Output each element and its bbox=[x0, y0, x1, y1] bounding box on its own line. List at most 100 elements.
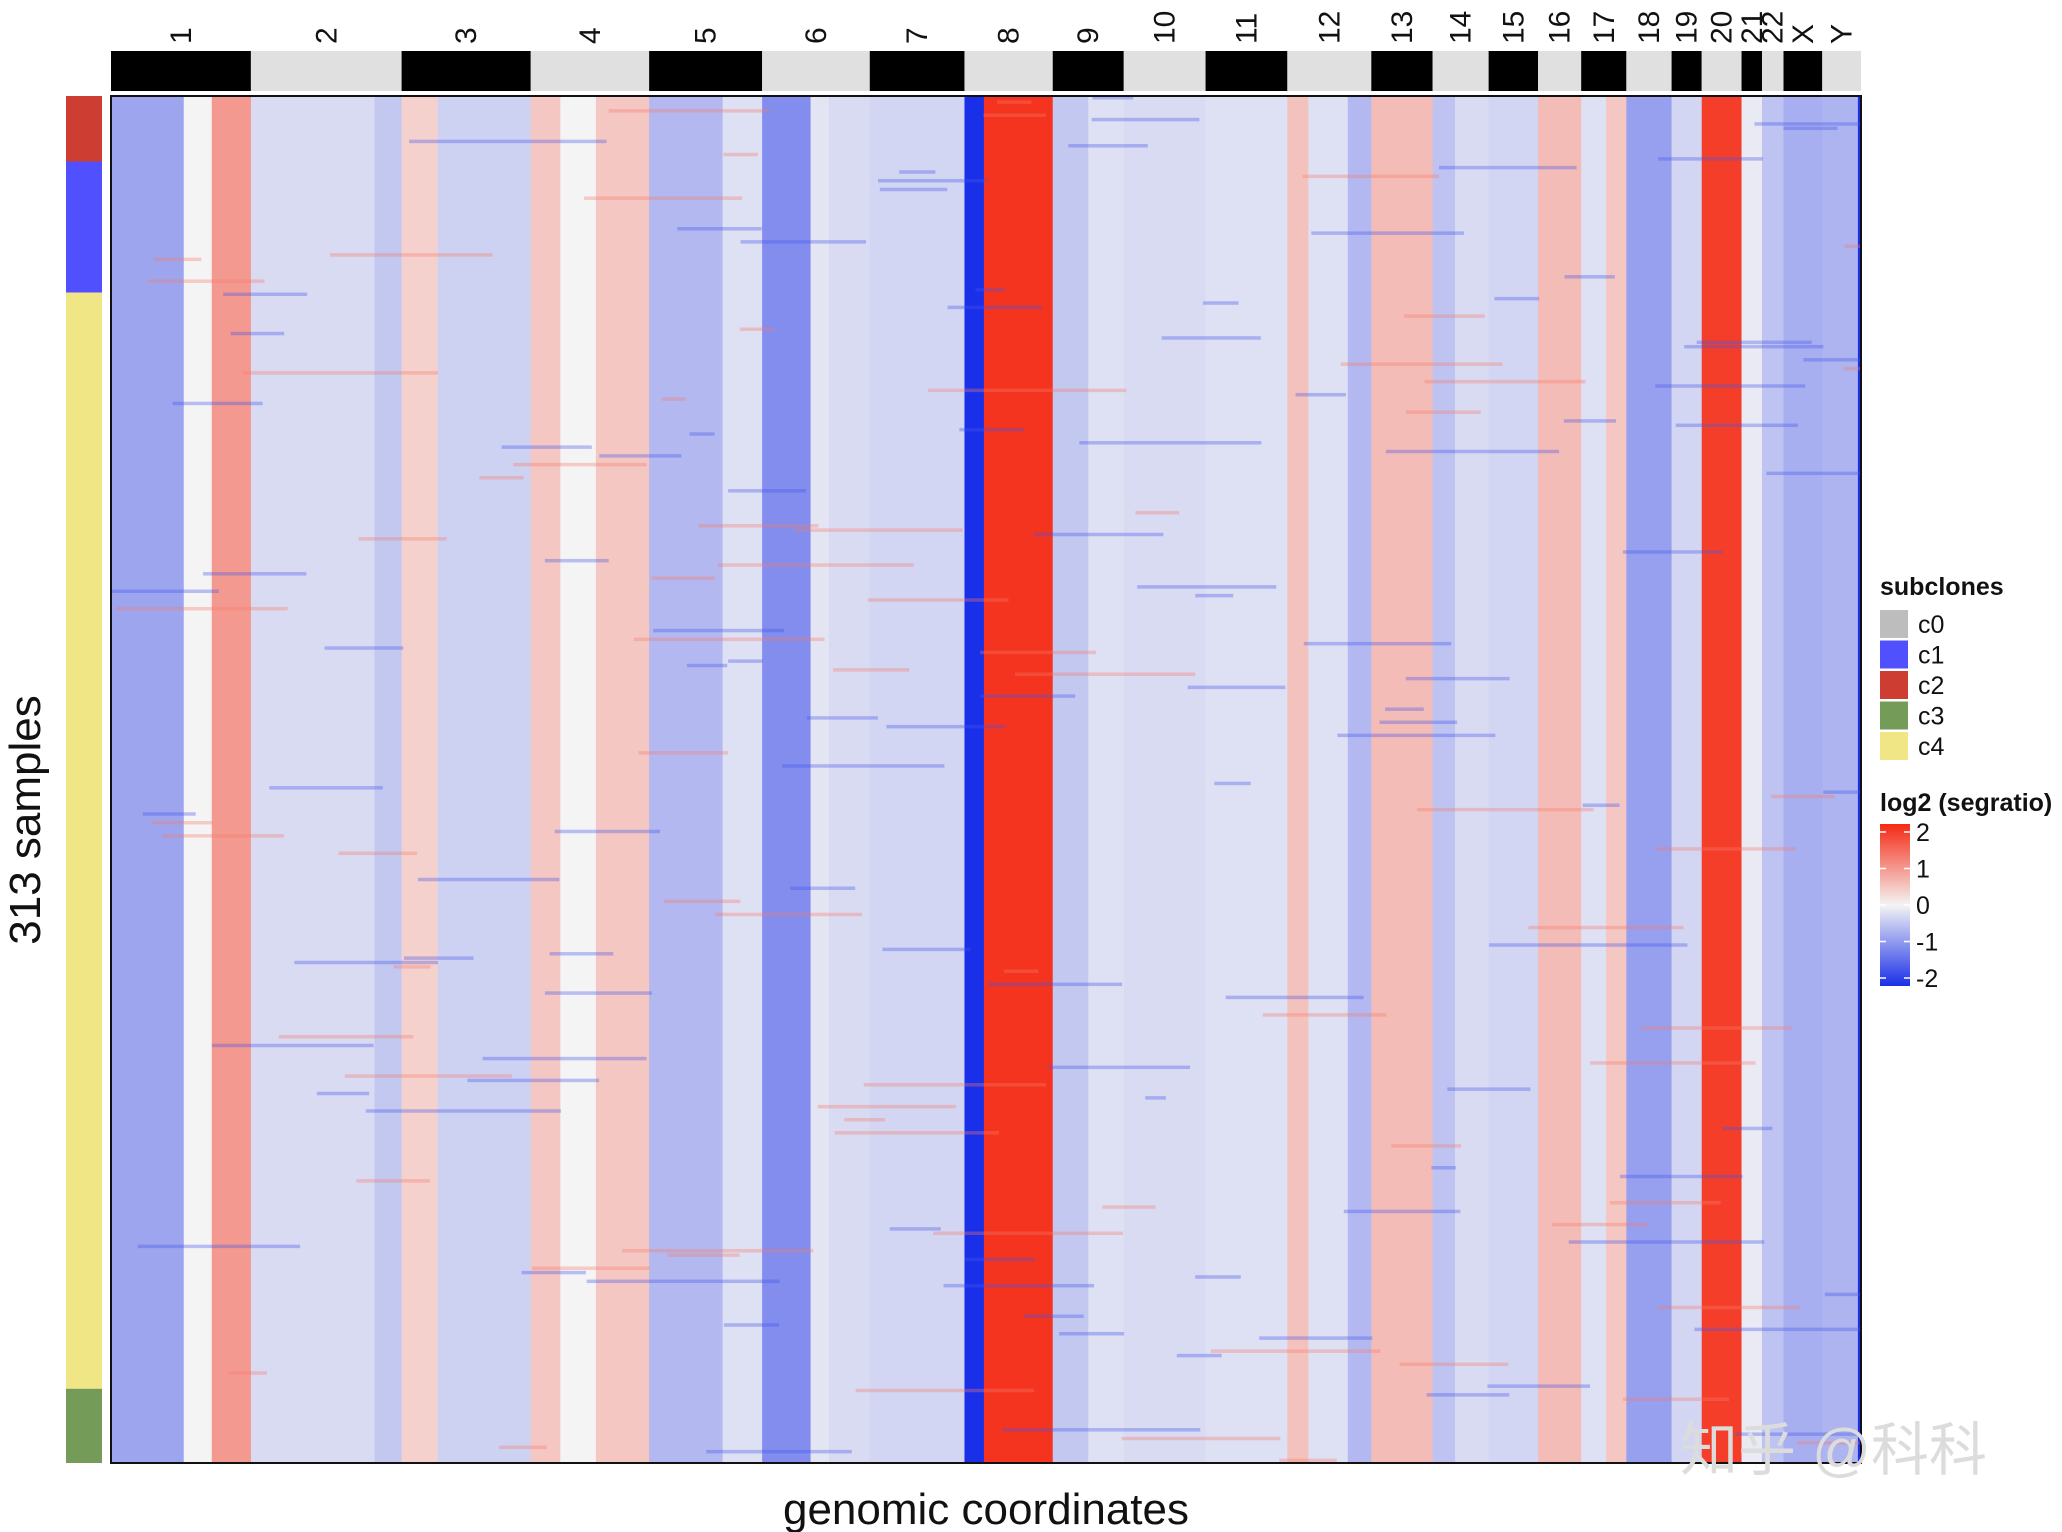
chromosome-block-15 bbox=[1488, 51, 1539, 91]
row-texture bbox=[832, 668, 910, 672]
row-texture bbox=[834, 1131, 1000, 1135]
band-chr6 bbox=[828, 96, 871, 1463]
row-texture bbox=[358, 537, 447, 541]
row-texture bbox=[1302, 174, 1440, 179]
band-chr9 bbox=[1088, 96, 1125, 1463]
row-texture bbox=[1431, 1166, 1456, 1170]
row-texture bbox=[409, 139, 607, 144]
band-chrX bbox=[1783, 96, 1823, 1463]
subclone-label-c1: c1 bbox=[1918, 642, 1944, 670]
chromosome-label-14: 14 bbox=[1445, 11, 1478, 44]
row-texture bbox=[554, 829, 661, 834]
row-texture bbox=[782, 764, 945, 768]
chromosome-label-10: 10 bbox=[1149, 11, 1182, 44]
row-texture bbox=[1563, 419, 1617, 423]
row-texture bbox=[1824, 1292, 1861, 1297]
row-texture bbox=[1766, 471, 1861, 476]
row-texture bbox=[1385, 707, 1424, 711]
band-chr15 bbox=[1488, 96, 1539, 1463]
row-texture bbox=[1754, 122, 1861, 126]
row-texture bbox=[513, 462, 647, 467]
row-texture bbox=[717, 563, 914, 567]
band-chr11 bbox=[1205, 96, 1288, 1463]
row-texture bbox=[316, 1091, 370, 1096]
row-texture bbox=[1424, 379, 1586, 384]
row-texture bbox=[1843, 366, 1861, 371]
subclone-segment-c1 bbox=[66, 161, 102, 293]
chromosome-label-Y: Y bbox=[1826, 24, 1859, 44]
row-texture bbox=[844, 1117, 886, 1122]
chromosome-block-5 bbox=[649, 51, 763, 91]
row-texture bbox=[975, 288, 1005, 292]
row-texture bbox=[889, 1227, 941, 1231]
chromosome-label-15: 15 bbox=[1497, 11, 1530, 44]
row-texture bbox=[1803, 358, 1861, 362]
row-texture bbox=[1161, 336, 1261, 340]
row-texture bbox=[715, 912, 862, 917]
row-texture bbox=[790, 886, 856, 890]
row-texture bbox=[608, 109, 770, 113]
band-chr4 bbox=[560, 96, 597, 1463]
band-chr19 bbox=[1671, 96, 1703, 1463]
band-chr12 bbox=[1347, 96, 1372, 1463]
chromosome-label-21: 21 bbox=[1736, 11, 1769, 44]
y-axis-title: 313 samples bbox=[1, 695, 50, 944]
band-chr3 bbox=[401, 96, 439, 1463]
row-texture bbox=[1582, 803, 1620, 808]
row-texture bbox=[1675, 423, 1799, 428]
row-texture bbox=[1657, 1305, 1801, 1310]
row-texture bbox=[1385, 449, 1560, 454]
chromosome-label-3: 3 bbox=[450, 27, 483, 44]
row-texture bbox=[1439, 165, 1577, 170]
subclone-track bbox=[66, 96, 102, 1463]
band-chr22 bbox=[1761, 96, 1785, 1463]
row-texture bbox=[698, 524, 819, 528]
row-texture bbox=[223, 292, 308, 297]
subclone-label-c4: c4 bbox=[1918, 733, 1945, 761]
row-texture bbox=[1135, 510, 1180, 515]
chromosome-label-2: 2 bbox=[310, 27, 343, 44]
chromosome-block-X bbox=[1783, 51, 1823, 91]
row-texture bbox=[739, 327, 774, 331]
row-texture bbox=[1844, 244, 1861, 248]
row-texture bbox=[879, 187, 948, 192]
subclone-label-c0: c0 bbox=[1918, 611, 1944, 639]
row-texture bbox=[817, 1104, 956, 1109]
row-texture bbox=[324, 646, 404, 650]
row-texture bbox=[1405, 410, 1481, 414]
chromosome-label-11: 11 bbox=[1230, 13, 1263, 44]
row-texture bbox=[230, 331, 285, 336]
chromosome-label-X: X bbox=[1787, 24, 1820, 44]
chromosome-block-1 bbox=[111, 51, 251, 91]
subclone-label-c3: c3 bbox=[1918, 703, 1944, 731]
row-texture bbox=[1262, 1013, 1387, 1017]
chromosome-block-9 bbox=[1052, 51, 1124, 91]
chromosome-label-19: 19 bbox=[1671, 11, 1704, 44]
heatmap-frame bbox=[110, 95, 1862, 1464]
row-texture bbox=[633, 637, 825, 642]
row-texture bbox=[988, 982, 1123, 987]
row-texture bbox=[928, 388, 1127, 393]
row-texture bbox=[1623, 1397, 1730, 1401]
chromosome-block-13 bbox=[1371, 51, 1433, 91]
row-texture bbox=[116, 606, 288, 611]
row-texture bbox=[1620, 1174, 1743, 1179]
band-chr9 bbox=[1052, 96, 1089, 1463]
row-texture bbox=[1399, 1362, 1509, 1367]
row-texture bbox=[1823, 790, 1861, 794]
row-texture bbox=[983, 113, 1046, 117]
band-chr8 bbox=[964, 96, 985, 1463]
row-texture bbox=[806, 716, 878, 720]
band-chr2 bbox=[374, 96, 403, 1463]
band-chr17 bbox=[1606, 96, 1627, 1463]
row-texture bbox=[1210, 1349, 1381, 1353]
row-texture bbox=[867, 598, 1009, 602]
chromosome-block-21 bbox=[1741, 51, 1762, 91]
heatmap-body bbox=[111, 96, 1862, 1463]
band-chr4 bbox=[595, 96, 650, 1463]
row-texture bbox=[1121, 1436, 1281, 1441]
chromosome-label-17: 17 bbox=[1588, 11, 1621, 44]
subclone-swatch-c1 bbox=[1880, 640, 1908, 669]
row-texture bbox=[1722, 1126, 1773, 1131]
